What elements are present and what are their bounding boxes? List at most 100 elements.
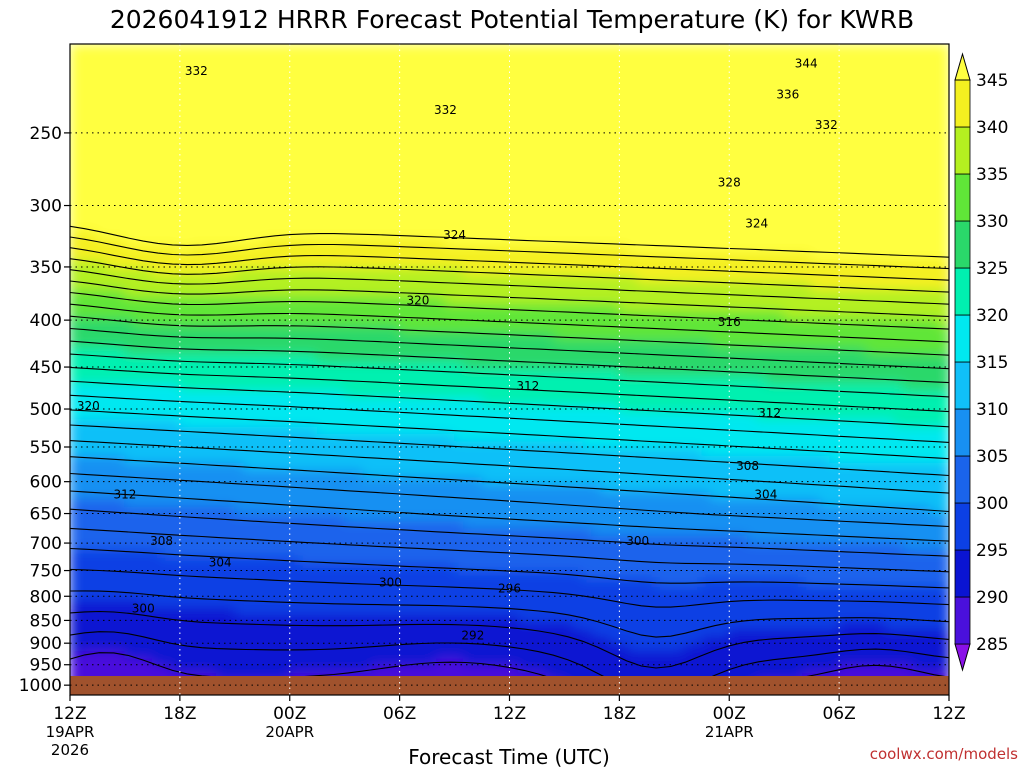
field-cell — [783, 405, 795, 414]
field-cell — [774, 369, 786, 378]
field-cell — [96, 274, 108, 284]
field-cell — [545, 115, 557, 125]
field-cell — [783, 369, 795, 378]
field-cell — [216, 202, 227, 212]
field-cell — [353, 231, 364, 241]
field-cell — [417, 94, 429, 103]
field-cell — [435, 376, 447, 385]
field-cell — [70, 195, 81, 205]
field-cell — [298, 376, 310, 385]
field-cell — [545, 101, 557, 111]
field-cell — [747, 94, 758, 103]
field-cell — [847, 166, 859, 176]
field-cell — [142, 224, 154, 234]
field-cell — [234, 159, 245, 168]
field-cell — [939, 173, 949, 183]
field-cell — [692, 130, 703, 140]
field-cell — [170, 354, 181, 364]
field-cell — [884, 325, 896, 335]
field-cell — [673, 390, 685, 400]
field-cell — [151, 209, 163, 219]
field-cell — [719, 209, 731, 219]
field-cell — [756, 101, 767, 111]
field-cell — [142, 238, 154, 248]
field-cell — [655, 130, 667, 140]
field-cell — [875, 65, 886, 74]
field-cell — [518, 94, 529, 103]
field-cell — [96, 79, 108, 89]
field-cell — [811, 94, 822, 103]
field-cell — [316, 383, 328, 393]
field-cell — [408, 303, 419, 313]
field-cell — [389, 180, 401, 190]
field-cell — [252, 224, 264, 234]
field-cell — [792, 303, 804, 313]
field-cell — [399, 412, 410, 422]
field-cell — [188, 130, 200, 140]
field-cell — [316, 369, 328, 378]
field-cell — [362, 115, 374, 125]
field-cell — [783, 325, 795, 335]
field-cell — [463, 282, 474, 291]
field-cell — [133, 289, 145, 299]
field-cell — [774, 231, 786, 241]
field-cell — [115, 405, 126, 414]
field-cell — [454, 231, 465, 241]
field-cell — [353, 115, 364, 125]
field-cell — [261, 50, 273, 60]
field-cell — [389, 354, 401, 364]
field-cell — [673, 130, 685, 140]
field-cell — [509, 397, 520, 407]
field-cell — [774, 340, 786, 349]
field-cell — [527, 130, 538, 140]
field-cell — [719, 123, 731, 132]
field-cell — [829, 354, 841, 364]
field-cell — [472, 101, 484, 111]
field-cell — [197, 376, 209, 385]
field-cell — [115, 311, 126, 320]
field-cell — [335, 101, 346, 111]
field-cell — [252, 369, 264, 378]
field-cell — [353, 72, 364, 82]
field-cell — [417, 195, 429, 205]
field-cell — [371, 217, 383, 226]
field-cell — [170, 318, 181, 328]
field-cell — [133, 188, 145, 197]
field-cell — [389, 340, 401, 349]
field-cell — [554, 72, 566, 82]
field-cell — [527, 57, 538, 67]
field-cell — [243, 390, 255, 400]
field-cell — [280, 397, 291, 407]
field-cell — [70, 130, 81, 140]
field-cell — [399, 260, 410, 270]
field-cell — [188, 188, 200, 197]
field-cell — [344, 50, 355, 60]
field-cell — [481, 94, 493, 103]
field-cell — [197, 44, 209, 53]
field-cell — [261, 86, 273, 96]
field-cell — [628, 94, 639, 103]
field-cell — [151, 202, 163, 212]
field-cell — [664, 332, 676, 342]
field-cell — [811, 152, 822, 161]
field-cell — [921, 123, 932, 132]
field-cell — [408, 246, 419, 255]
field-cell — [417, 72, 429, 82]
field-cell — [481, 332, 493, 342]
field-cell — [151, 44, 163, 53]
field-cell — [838, 347, 850, 357]
field-cell — [509, 166, 520, 176]
field-cell — [243, 405, 255, 414]
field-cell — [820, 159, 831, 168]
field-cell — [96, 202, 108, 212]
field-cell — [133, 152, 145, 161]
field-cell — [939, 325, 949, 335]
field-cell — [87, 65, 99, 74]
field-cell — [289, 267, 300, 277]
field-cell — [142, 57, 154, 67]
field-cell — [115, 94, 126, 103]
field-cell — [115, 72, 126, 82]
field-cell — [96, 231, 108, 241]
field-cell — [106, 354, 117, 364]
field-cell — [490, 166, 502, 176]
